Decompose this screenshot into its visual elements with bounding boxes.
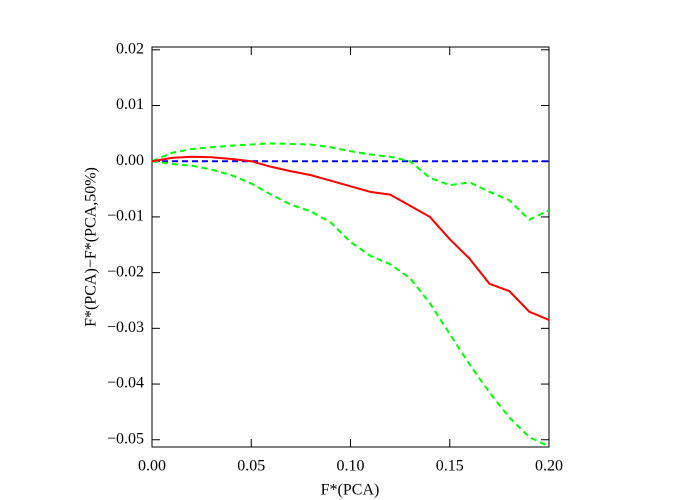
y-tick-label: −0.01	[107, 208, 144, 225]
x-tick-label: 0.00	[138, 458, 166, 475]
y-tick-label: 0.02	[116, 40, 144, 57]
x-tick-label: 0.15	[436, 458, 464, 475]
x-tick-label: 0.05	[237, 458, 265, 475]
series-line	[151, 142, 550, 221]
series-line	[151, 160, 550, 448]
y-tick-label: 0.00	[116, 152, 144, 169]
x-axis-label: F*(PCA)	[321, 482, 380, 499]
y-axis-label: F*(PCA)−F*(PCA,50%)	[83, 167, 100, 327]
x-tick-label: 0.20	[535, 458, 563, 475]
y-tick-label: 0.01	[116, 96, 144, 113]
y-tick-label: −0.04	[107, 375, 144, 392]
y-tick-label: −0.03	[107, 319, 144, 336]
y-tick-label: −0.02	[107, 263, 144, 280]
x-tick-label: 0.10	[337, 458, 365, 475]
plot-frame	[151, 46, 550, 448]
y-tick-label: −0.05	[107, 430, 144, 447]
series-line	[151, 155, 550, 321]
